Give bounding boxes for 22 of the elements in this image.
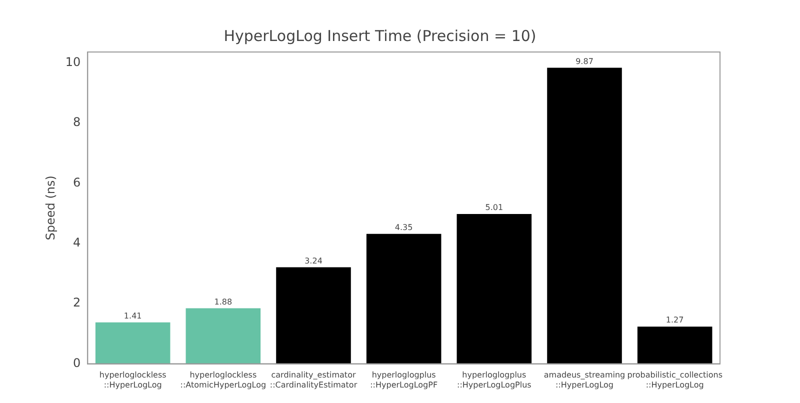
y-tick-label: 10 [65,54,81,69]
x-tick-label: hyperloglockless ::HyperLogLog [99,370,166,390]
data-label: 1.27 [666,316,684,325]
y-axis-title: Speed (ns) [43,176,58,240]
y-tick-label: 8 [73,115,81,130]
y-tick-label: 6 [73,175,81,190]
x-tick-label: cardinality_estimator ::CardinalityEstimator [270,370,358,390]
y-tick-label: 2 [73,296,81,310]
data-label: 4.35 [394,222,413,232]
x-tick-label: amadeus_streaming ::HyperLogLog [544,370,626,390]
data-label: 5.01 [485,203,504,212]
data-label: 1.88 [214,297,232,306]
y-tick-label: 0 [73,356,81,370]
x-tick-label: hyperloglogplus ::HyperLogLogPF [370,370,438,390]
x-tick-label: probabilistic_collections ::HyperLogLog [627,370,722,390]
x-tick-label: hyperloglogplus ::HyperLogLogPlus [457,370,532,390]
data-label: 9.87 [576,56,594,66]
y-tick-label: 4 [73,236,81,250]
chart-title: HyperLogLog Insert Time (Precision = 10) [224,26,536,45]
data-label: 3.24 [304,256,322,266]
data-label: 1.41 [124,311,142,320]
x-tick-label: hyperloglockless ::AtomicHyperLogLog [180,370,266,390]
